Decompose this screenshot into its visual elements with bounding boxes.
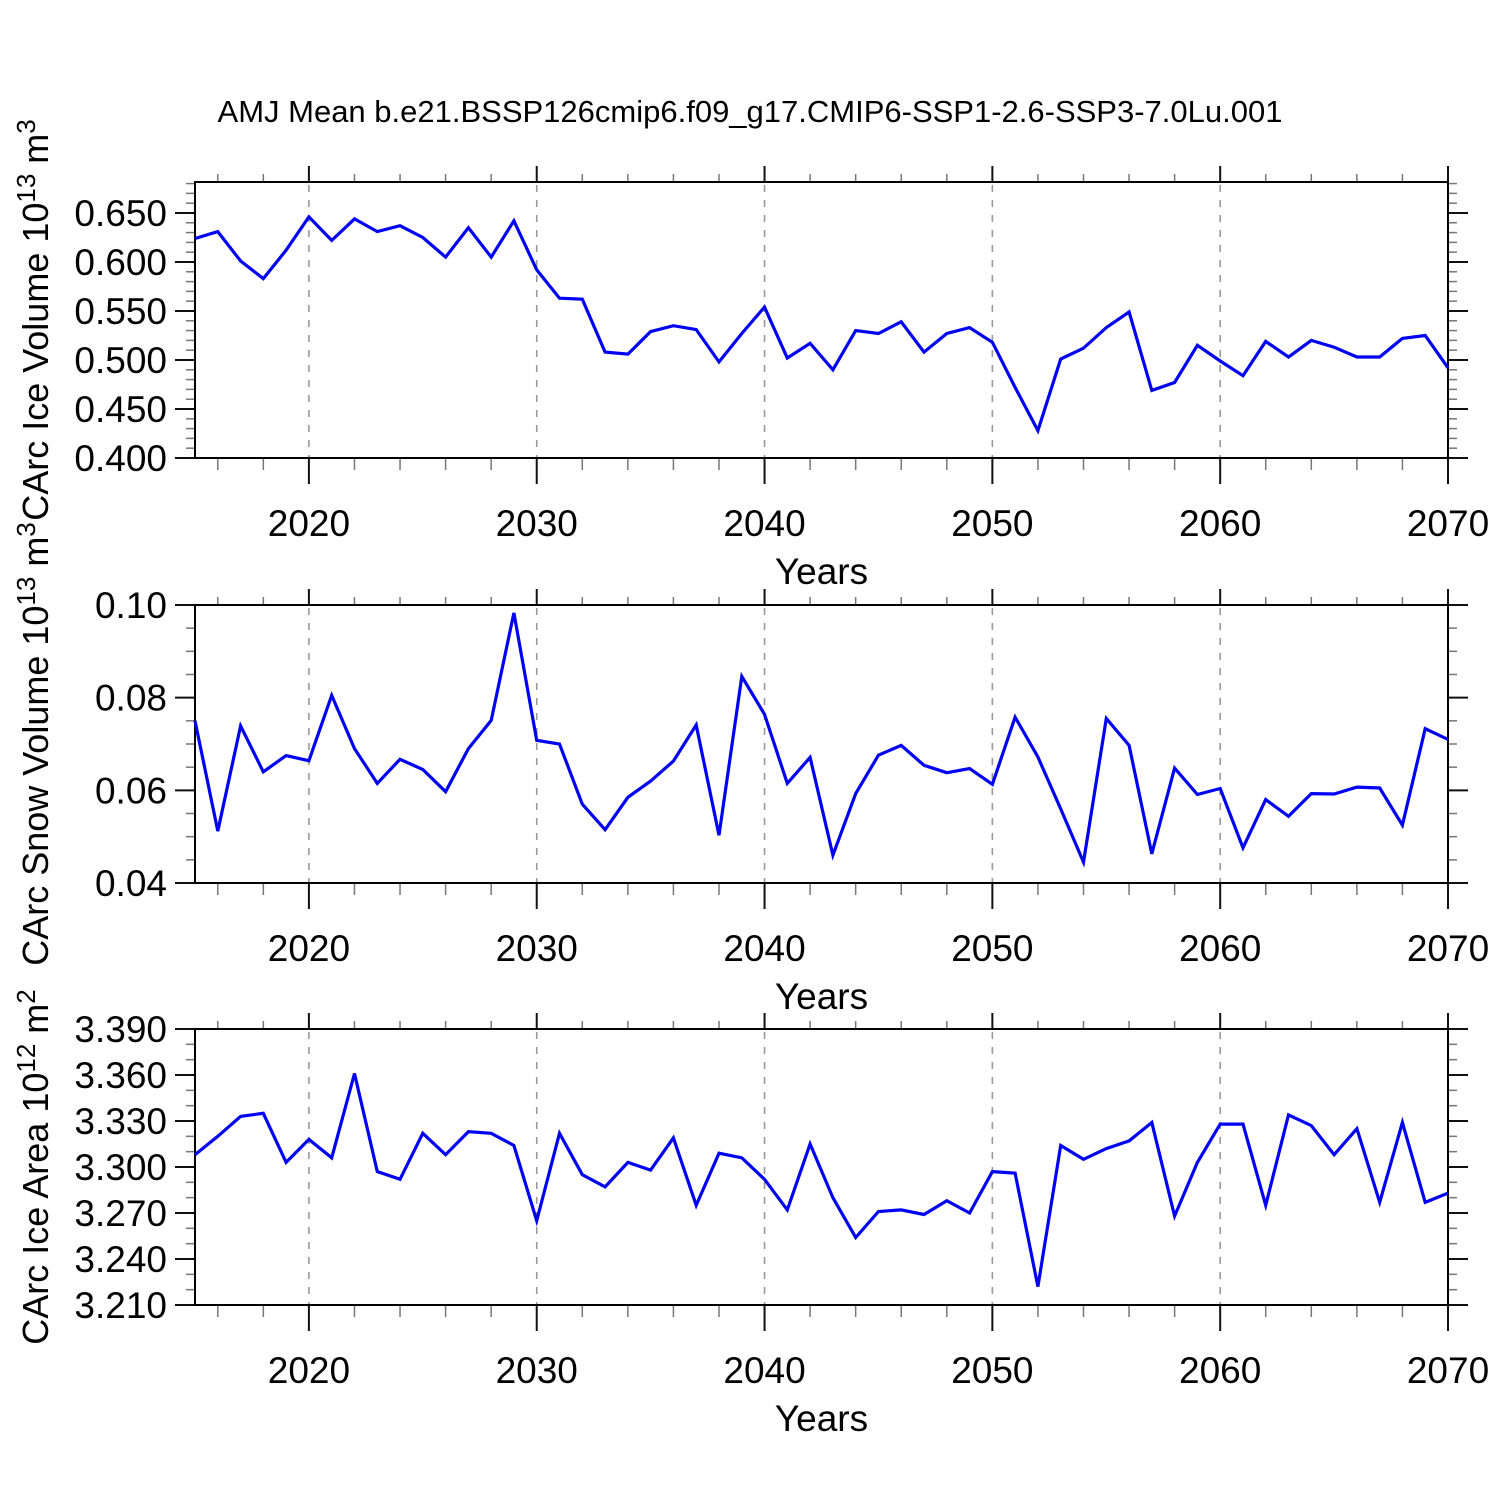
y-tick-label: 0.06 [95,770,167,811]
y-tick-label: 0.10 [95,585,167,626]
x-axis-title: Years [775,1398,868,1439]
x-tick-label: 2060 [1179,1350,1261,1391]
x-tick-label: 2040 [723,1350,805,1391]
y-tick-label: 3.210 [74,1285,167,1326]
x-tick-label: 2050 [951,1350,1033,1391]
x-tick-label: 2050 [951,503,1033,544]
y-tick-label: 3.300 [74,1147,167,1188]
y-tick-label: 3.360 [74,1055,167,1096]
ice-volume-series-line [194,214,1450,435]
x-tick-label: 2030 [496,928,578,969]
y-axis-title: CArc Ice Volume 1013 m3 [11,119,56,521]
y-tick-label: 0.400 [74,438,167,479]
x-axis-title: Years [775,551,868,592]
x-tick-label: 2070 [1407,503,1489,544]
y-tick-label: 0.650 [74,193,167,234]
panel-ice-volume: 0.400 0.450 0.500 0.550 0.600 0.650 2020 2030 20… [11,119,1489,592]
x-tick-label: 2060 [1179,928,1261,969]
y-tick-label: 0.600 [74,242,167,283]
x-tick-label: 2070 [1407,928,1489,969]
plot-frame [194,1028,1449,1306]
panel-ice-area: 3.210 3.240 3.270 3.300 3.330 3.360 3.390 2020 2… [11,989,1489,1439]
x-tick-label: 2050 [951,928,1033,969]
y-tick-label: 0.500 [74,340,167,381]
ice-area-series-line [193,1073,1449,1287]
x-tick-label: 2040 [723,928,805,969]
x-tick-label: 2020 [268,928,350,969]
y-axis-title: CArc Snow Volume 1013 m3 [11,522,56,966]
y-tick-label: 0.04 [95,863,167,904]
y-axis-title: CArc Ice Area 1012 m2 [11,989,56,1345]
x-tick-label: 2040 [723,503,805,544]
x-tick-label: 2020 [268,1350,350,1391]
y-tick-label: 3.240 [74,1239,167,1280]
plot-frame [194,181,1449,459]
x-axis-title: Years [775,976,868,1017]
snow-volume-series-line [193,612,1449,868]
chart-title: AMJ Mean b.e21.BSSP126cmip6.f09_g17.CMIP… [217,94,1283,129]
plot-frame [194,604,1449,884]
x-tick-label: 2020 [268,503,350,544]
x-tick-label: 2030 [496,503,578,544]
x-tick-label: 2030 [496,1350,578,1391]
panel-snow-volume: 0.04 0.06 0.08 0.10 2020 2030 2040 2050 2060 2070… [11,522,1489,1017]
y-tick-label: 3.270 [74,1193,167,1234]
y-tick-label: 0.450 [74,389,167,430]
y-tick-label: 0.08 [95,678,167,719]
y-tick-label: 3.330 [74,1101,167,1142]
x-tick-label: 2060 [1179,503,1261,544]
y-tick-label: 0.550 [74,291,167,332]
y-tick-label: 3.390 [74,1009,167,1050]
x-tick-label: 2070 [1407,1350,1489,1391]
